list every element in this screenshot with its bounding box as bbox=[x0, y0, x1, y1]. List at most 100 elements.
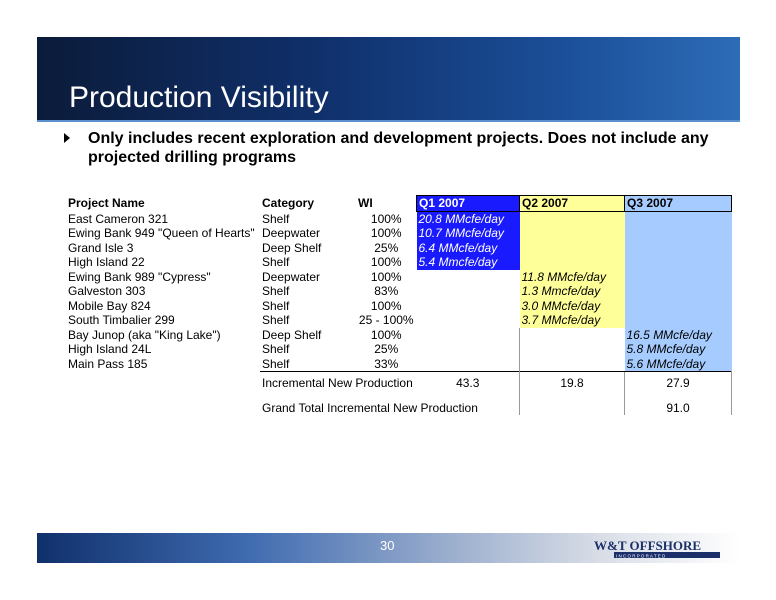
table-row: Main Pass 185 Shelf 33% 5.6 MMcfe/day bbox=[66, 356, 732, 372]
table-row: Ewing Bank 949 "Queen of Hearts" Deepwat… bbox=[66, 226, 732, 241]
q3-value bbox=[624, 269, 732, 284]
q3-value bbox=[624, 226, 732, 241]
q2-value bbox=[519, 226, 625, 241]
q3-value bbox=[624, 211, 732, 226]
project-wi: 100% bbox=[370, 226, 402, 241]
project-name: Bay Junop (aka "King Lake") bbox=[68, 327, 221, 342]
q3-value bbox=[624, 298, 732, 313]
project-category: Shelf bbox=[262, 298, 290, 313]
bullet-text: Only includes recent exploration and dev… bbox=[88, 130, 709, 166]
table-row: Galveston 303 Shelf 83% 1.3 Mmcfe/day bbox=[66, 284, 732, 299]
page-number: 30 bbox=[380, 538, 395, 553]
project-category: Shelf bbox=[262, 313, 290, 328]
project-wi: 25% bbox=[374, 342, 399, 357]
header-wi: WI bbox=[358, 196, 373, 211]
bullet-arrow-icon bbox=[64, 133, 70, 143]
project-category: Shelf bbox=[262, 356, 290, 371]
q3-value bbox=[624, 255, 732, 270]
table-row: High Island 24L Shelf 25% 5.8 MMcfe/day bbox=[66, 342, 732, 357]
bullet-point: Only includes recent exploration and dev… bbox=[64, 129, 724, 167]
q2-value: 3.0 MMcfe/day bbox=[519, 298, 625, 313]
project-name: East Cameron 321 bbox=[68, 211, 169, 226]
grand-total-row: Grand Total Incremental New Production 9… bbox=[66, 390, 732, 415]
q2-value bbox=[519, 327, 625, 342]
q3-value bbox=[624, 313, 732, 328]
header-category: Category bbox=[262, 196, 315, 211]
project-wi: 33% bbox=[374, 356, 399, 371]
logo-subtext: I N C O R P O R A T E D bbox=[616, 554, 666, 559]
header-project-name: Project Name bbox=[68, 196, 145, 211]
table-row: Grand Isle 3 Deep Shelf 25% 6.4 MMcfe/da… bbox=[66, 240, 732, 255]
project-name: Ewing Bank 949 "Queen of Hearts" bbox=[68, 226, 255, 241]
incremental-label: Incremental New Production bbox=[260, 371, 417, 391]
q1-value bbox=[417, 357, 520, 372]
grand-total-label: Grand Total Incremental New Production bbox=[262, 400, 478, 415]
header-q1: Q1 2007 bbox=[416, 195, 520, 212]
table-row: Bay Junop (aka "King Lake") Deep Shelf 1… bbox=[66, 327, 732, 343]
project-wi: 100% bbox=[370, 269, 402, 284]
project-name: South Timbalier 299 bbox=[68, 313, 175, 328]
incremental-row: Incremental New Production 43.3 19.8 27.… bbox=[66, 371, 732, 391]
project-category: Shelf bbox=[262, 255, 290, 270]
q2-value: 11.8 MMcfe/day bbox=[519, 269, 625, 284]
project-category: Shelf bbox=[262, 342, 290, 357]
q1-value bbox=[417, 328, 520, 343]
q2-value bbox=[519, 240, 625, 255]
grand-total-value: 91.0 bbox=[624, 390, 732, 415]
q3-value: 5.8 MMcfe/day bbox=[624, 342, 732, 357]
q1-value bbox=[417, 270, 520, 285]
project-name: High Island 22 bbox=[68, 255, 145, 270]
project-category: Deepwater bbox=[262, 226, 321, 241]
incremental-q3: 27.9 bbox=[624, 371, 732, 391]
q2-value bbox=[519, 356, 625, 372]
project-wi: 83% bbox=[374, 284, 399, 299]
q3-value bbox=[624, 240, 732, 255]
project-category: Deepwater bbox=[262, 269, 321, 284]
project-wi: 100% bbox=[370, 327, 402, 342]
q1-value bbox=[417, 284, 520, 299]
table-row: Ewing Bank 989 "Cypress" Deepwater 100% … bbox=[66, 269, 732, 285]
project-name: Main Pass 185 bbox=[68, 357, 148, 371]
q1-value: 5.4 Mmcfe/day bbox=[416, 255, 520, 270]
header-q3: Q3 2007 bbox=[624, 195, 732, 212]
header-q2: Q2 2007 bbox=[519, 195, 625, 212]
slide-title: Production Visibility bbox=[69, 81, 329, 114]
q1-value bbox=[417, 342, 520, 357]
q1-value bbox=[417, 313, 520, 328]
project-wi: 25% bbox=[374, 240, 399, 255]
project-category: Shelf bbox=[262, 284, 290, 299]
q2-value bbox=[519, 255, 625, 270]
q2-value: 3.7 MMcfe/day bbox=[519, 313, 625, 328]
table-row: High Island 22 Shelf 100% 5.4 Mmcfe/day bbox=[66, 255, 732, 270]
q3-value: 16.5 MMcfe/day bbox=[624, 327, 732, 342]
company-logo: W&T OFFSHORE I N C O R P O R A T E D bbox=[594, 538, 720, 559]
project-wi: 25 - 100% bbox=[358, 313, 414, 328]
project-wi: 100% bbox=[370, 298, 402, 313]
q1-value: 10.7 MMcfe/day bbox=[416, 226, 520, 241]
project-wi: 100% bbox=[370, 211, 402, 226]
project-category: Deep Shelf bbox=[262, 327, 322, 342]
q2-value bbox=[519, 211, 625, 226]
production-table: Project Name Category WI Q1 2007 Q2 2007… bbox=[66, 195, 732, 415]
project-category: Shelf bbox=[262, 211, 290, 226]
q3-value bbox=[624, 284, 732, 299]
logo-text: W&T OFFSHORE bbox=[594, 538, 701, 553]
project-name: Mobile Bay 824 bbox=[68, 298, 151, 313]
project-category: Deep Shelf bbox=[262, 240, 322, 255]
project-name: Grand Isle 3 bbox=[68, 240, 134, 255]
q2-value: 1.3 Mmcfe/day bbox=[519, 284, 625, 299]
table-row: Mobile Bay 824 Shelf 100% 3.0 MMcfe/day bbox=[66, 298, 732, 314]
q2-value bbox=[519, 342, 625, 357]
q1-value: 20.8 MMcfe/day bbox=[416, 211, 520, 226]
project-name: High Island 24L bbox=[68, 342, 152, 357]
table-header-row: Project Name Category WI Q1 2007 Q2 2007… bbox=[66, 195, 732, 212]
incremental-q2: 19.8 bbox=[519, 371, 625, 391]
q1-value: 6.4 MMcfe/day bbox=[416, 240, 520, 255]
title-bar: Production Visibility bbox=[37, 37, 740, 120]
title-divider bbox=[37, 120, 740, 122]
project-name: Galveston 303 bbox=[68, 284, 146, 299]
table-row: South Timbalier 299 Shelf 25 - 100% 3.7 … bbox=[66, 313, 732, 328]
q1-value bbox=[417, 299, 520, 314]
project-name: Ewing Bank 989 "Cypress" bbox=[68, 269, 211, 284]
table-row: East Cameron 321 Shelf 100% 20.8 MMcfe/d… bbox=[66, 211, 732, 226]
